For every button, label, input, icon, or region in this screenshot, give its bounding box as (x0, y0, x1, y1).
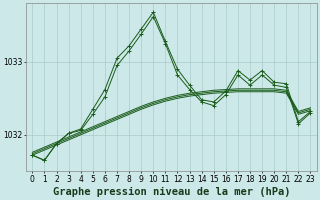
X-axis label: Graphe pression niveau de la mer (hPa): Graphe pression niveau de la mer (hPa) (53, 186, 290, 197)
